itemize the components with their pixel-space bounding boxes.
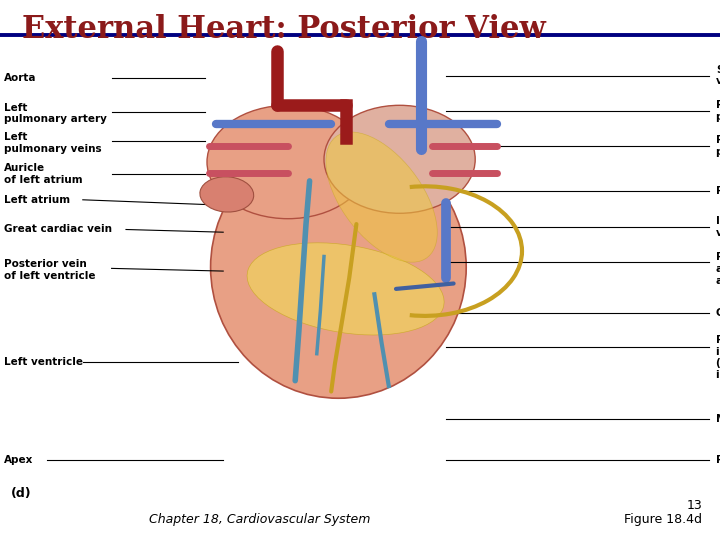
Text: Right atrium: Right atrium bbox=[716, 186, 720, 195]
Text: Right coronary
artery (in right
atrioventricular groove): Right coronary artery (in right atrioven… bbox=[716, 252, 720, 286]
Ellipse shape bbox=[324, 105, 475, 213]
Ellipse shape bbox=[247, 243, 444, 335]
Text: Left
pulmonary artery: Left pulmonary artery bbox=[4, 103, 107, 124]
Text: Coronary sinus: Coronary sinus bbox=[716, 308, 720, 318]
Text: Great cardiac vein: Great cardiac vein bbox=[4, 225, 112, 234]
Text: Left atrium: Left atrium bbox=[4, 195, 70, 205]
Text: Right ventricle: Right ventricle bbox=[716, 455, 720, 465]
Text: Figure 18.4d: Figure 18.4d bbox=[624, 513, 702, 526]
Ellipse shape bbox=[207, 105, 369, 219]
Text: Apex: Apex bbox=[4, 455, 33, 465]
Text: 13: 13 bbox=[686, 499, 702, 512]
Ellipse shape bbox=[200, 177, 253, 212]
Text: Posterior vein
of left ventricle: Posterior vein of left ventricle bbox=[4, 259, 95, 281]
Text: Auricle
of left atrium: Auricle of left atrium bbox=[4, 163, 82, 185]
Text: Right
pulmonary artery: Right pulmonary artery bbox=[716, 100, 720, 122]
Text: External Heart: Posterior View: External Heart: Posterior View bbox=[22, 14, 545, 44]
Text: Left
pulmonary veins: Left pulmonary veins bbox=[4, 132, 102, 154]
Text: Chapter 18, Cardiovascular System: Chapter 18, Cardiovascular System bbox=[148, 513, 370, 526]
Text: Aorta: Aorta bbox=[4, 73, 36, 83]
Ellipse shape bbox=[326, 132, 437, 262]
Text: Posterior
interventricular artery
(in posterior
interventricular sulcus): Posterior interventricular artery (in po… bbox=[716, 335, 720, 380]
Ellipse shape bbox=[210, 136, 467, 399]
Text: Superior
vena cava: Superior vena cava bbox=[716, 65, 720, 86]
Text: (d): (d) bbox=[11, 487, 32, 500]
Text: Left ventricle: Left ventricle bbox=[4, 357, 83, 367]
Text: Inferior
vena cava: Inferior vena cava bbox=[716, 216, 720, 238]
Text: Right
pulmonary veins: Right pulmonary veins bbox=[716, 135, 720, 157]
Text: Middle cardiac vein: Middle cardiac vein bbox=[716, 414, 720, 423]
